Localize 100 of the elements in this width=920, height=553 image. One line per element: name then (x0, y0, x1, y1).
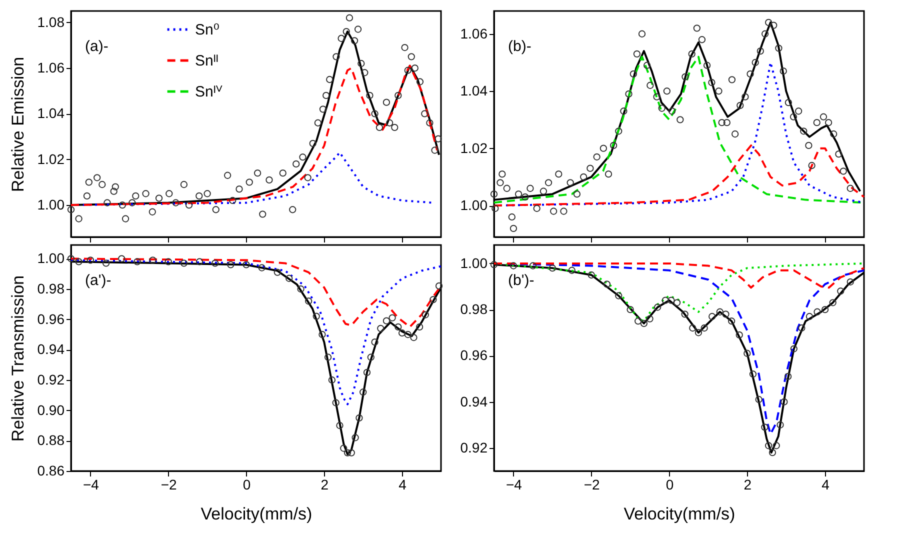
point (749, 370, 757, 378)
line-series (70, 258, 442, 328)
point (336, 422, 344, 430)
y-tick-label: 1.00 (37, 196, 65, 213)
y-tick-label: 0.96 (37, 310, 65, 327)
point (86, 256, 94, 264)
y-tick-label: 0.92 (37, 371, 65, 388)
point (212, 260, 219, 267)
point (744, 350, 751, 357)
point (367, 354, 374, 361)
line-series (493, 262, 865, 289)
x-tick-label: 4 (822, 476, 830, 492)
y-tick-label: 0.90 (37, 402, 65, 418)
x-tick-label: 0 (666, 476, 674, 492)
point (180, 260, 188, 267)
point (673, 299, 681, 306)
x-tick-label: −4 (82, 476, 100, 492)
point (304, 298, 312, 305)
x-tick-label: −4 (506, 476, 522, 492)
annotation: (b')- (508, 272, 534, 289)
point (75, 258, 82, 266)
point (798, 324, 806, 332)
point (377, 324, 384, 332)
x-axis-title: Velocity(mm/s) (624, 504, 736, 524)
y-tick-label: 0.94 (37, 341, 65, 358)
y-axis-title: Relative Emission (8, 56, 28, 192)
point (102, 260, 110, 267)
point (634, 318, 642, 325)
annotation: (a')- (85, 272, 112, 289)
point (312, 312, 320, 320)
point (668, 296, 675, 304)
point (681, 310, 688, 318)
y-tick-label: 1.04 (37, 105, 65, 122)
point (430, 296, 437, 304)
point (529, 262, 537, 270)
point (274, 268, 282, 276)
point (410, 334, 418, 342)
point (394, 323, 402, 330)
point (134, 258, 141, 266)
annotation: (b)- (508, 38, 532, 55)
point (568, 266, 576, 274)
y-tick-label: 0.94 (460, 393, 488, 410)
point (814, 308, 821, 316)
point (821, 306, 829, 314)
x-tick-label: 2 (320, 476, 329, 492)
point (654, 304, 662, 311)
x-axis-title: Velocity(mm/s) (200, 504, 312, 524)
y-tick-label: 1.06 (460, 25, 488, 42)
point (646, 315, 654, 322)
y-tick-label: 1.02 (460, 140, 488, 156)
point (780, 398, 788, 406)
y-tick-label: 1.08 (37, 14, 65, 30)
point (615, 292, 622, 300)
legend-label: Snᴵⱽ (195, 84, 223, 100)
point (382, 317, 390, 324)
y-tick-label: 1.02 (37, 150, 65, 167)
point (388, 314, 396, 322)
point (118, 255, 126, 262)
y-tick-label: 0.86 (37, 462, 65, 478)
y-tick-label: 1.00 (460, 254, 488, 271)
point (708, 312, 716, 320)
y-tick-label: 1.04 (460, 82, 488, 99)
point (694, 329, 702, 336)
x-tick-label: 2 (744, 476, 752, 492)
y-tick-label: 1.00 (37, 250, 65, 266)
point (348, 449, 356, 456)
point (716, 308, 724, 316)
y-tick-label: 0.88 (37, 432, 65, 448)
point (398, 329, 406, 337)
point (790, 345, 798, 352)
line-series (70, 259, 442, 406)
point (416, 323, 424, 330)
point (603, 280, 611, 288)
y-tick-label: 0.98 (37, 280, 65, 296)
point (149, 256, 156, 264)
y-tick-label: 0.98 (460, 301, 488, 318)
y-tick-label: 0.96 (460, 347, 488, 364)
point (363, 368, 371, 376)
point (700, 324, 708, 332)
point (422, 311, 430, 318)
point (435, 282, 443, 290)
point (626, 306, 634, 314)
x-tick-label: 0 (242, 476, 251, 492)
point (356, 414, 363, 422)
point (286, 274, 293, 282)
point (352, 434, 359, 442)
point (588, 271, 595, 279)
line-series (70, 64, 438, 206)
x-tick-label: −2 (160, 476, 178, 492)
point (510, 262, 518, 270)
point (548, 264, 556, 272)
point (736, 331, 743, 339)
point (784, 372, 792, 380)
point (640, 320, 648, 327)
point (258, 264, 266, 272)
point (722, 310, 730, 318)
point (689, 324, 696, 332)
point (360, 388, 367, 396)
point (761, 424, 768, 431)
point (404, 330, 412, 338)
